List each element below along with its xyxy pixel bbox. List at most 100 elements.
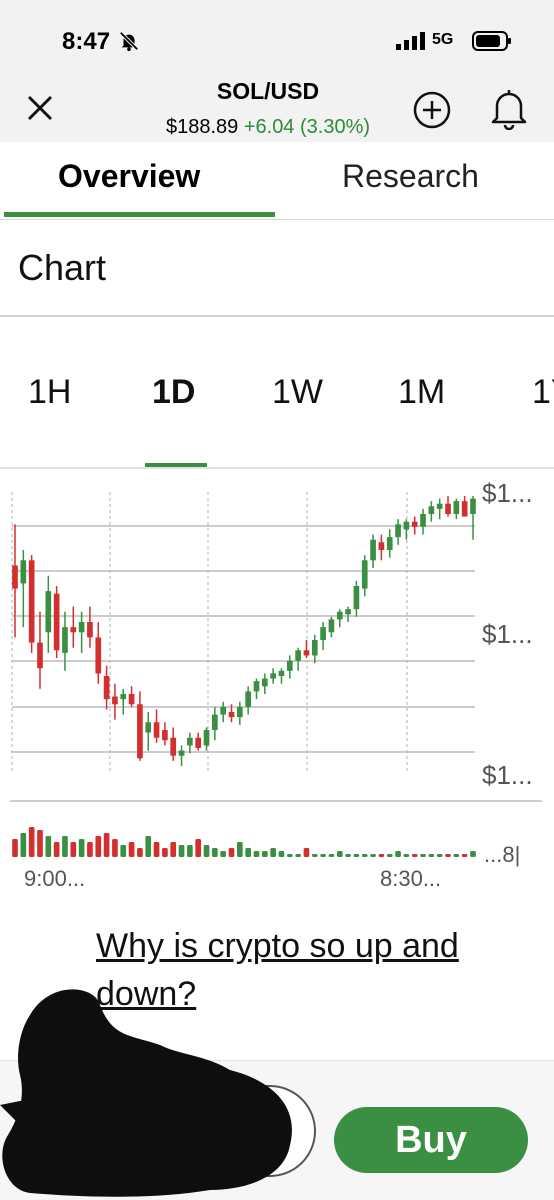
close-icon[interactable] <box>24 92 56 124</box>
candle-body <box>87 622 93 638</box>
volume-bar <box>270 848 276 857</box>
volume-bar <box>137 848 143 857</box>
candle-body <box>395 524 401 538</box>
volume-bar <box>320 854 326 857</box>
candle-body <box>311 640 318 656</box>
divider <box>0 315 554 317</box>
volume-bar <box>395 851 401 857</box>
candle-body <box>261 678 268 687</box>
volume-bar <box>145 836 152 857</box>
pair-title: SOL/USD <box>216 78 320 104</box>
candle-body <box>445 503 451 514</box>
candle-body <box>361 560 368 589</box>
crypto-volatility-link[interactable]: Why is crypto so up and down? <box>96 927 459 1013</box>
candle-body <box>37 642 43 669</box>
candle-body <box>145 722 152 733</box>
tab-research[interactable]: Research <box>342 158 479 194</box>
candle-body <box>411 521 418 527</box>
candle-body <box>78 622 85 633</box>
volume-bar <box>170 842 177 857</box>
volume-bars <box>12 827 476 857</box>
range-1y[interactable]: 1Y <box>532 373 554 411</box>
volume-bar <box>345 854 351 857</box>
candle-body <box>470 498 476 514</box>
price-change: +6.04 (3.30%) <box>243 116 371 138</box>
volume-bar <box>453 854 460 857</box>
volume-bar <box>203 845 210 857</box>
volume-bar <box>245 848 251 857</box>
candle-body <box>320 627 326 640</box>
y-tick-label: $1... <box>482 760 533 790</box>
tab-active-indicator <box>4 212 275 217</box>
candle-body <box>212 714 218 730</box>
buy-button[interactable]: Buy <box>334 1107 528 1173</box>
volume-bar <box>195 839 202 857</box>
candle-body <box>28 560 35 643</box>
range-1m[interactable]: 1M <box>398 373 446 411</box>
volume-bar <box>278 851 285 857</box>
candle-body <box>270 673 276 679</box>
volume-bar <box>436 854 443 857</box>
candle-body <box>20 560 27 584</box>
status-time: 8:47 <box>62 28 111 55</box>
volume-bar <box>37 830 43 857</box>
divider <box>0 467 554 469</box>
volume-bar <box>428 854 435 857</box>
bell-icon[interactable] <box>488 86 530 130</box>
candle-body <box>95 637 102 674</box>
volume-bar <box>420 854 426 857</box>
volume-bar <box>212 848 218 857</box>
candle-body <box>120 694 127 700</box>
volume-bar <box>303 848 310 857</box>
candle-body <box>153 722 160 738</box>
candle-body <box>295 650 301 661</box>
candle-body <box>386 537 393 550</box>
candle-body <box>353 586 360 610</box>
candle-body <box>303 650 310 656</box>
volume-bar <box>361 854 368 857</box>
add-to-watchlist-icon[interactable] <box>412 90 452 130</box>
candle-body <box>370 539 376 561</box>
candle-body <box>403 521 410 530</box>
candle-body <box>345 609 351 615</box>
candle-body <box>103 676 110 700</box>
candle-body <box>187 737 193 746</box>
volume-bar <box>403 854 410 857</box>
volume-bar <box>128 842 135 857</box>
candle-body <box>286 660 293 671</box>
candle-body <box>53 593 60 651</box>
candle-body <box>245 691 251 707</box>
signal-icon <box>396 32 425 50</box>
candle-body <box>178 750 185 756</box>
price-chart[interactable]: $1... $1... $1... ...8| 9:00... 8:30... <box>0 470 554 900</box>
range-1w[interactable]: 1W <box>272 373 323 411</box>
network-label: 5G <box>432 31 454 48</box>
candle-body <box>170 737 177 756</box>
y-tick-label: $1... <box>482 619 533 649</box>
candle-body <box>112 696 118 705</box>
candle-body <box>436 503 443 509</box>
volume-bar <box>378 854 385 857</box>
volume-bar <box>237 842 243 857</box>
volume-bar <box>386 854 393 857</box>
volume-bar <box>295 854 301 857</box>
tab-overview[interactable]: Overview <box>58 158 201 194</box>
volume-bar <box>62 836 68 857</box>
header: SOL/USD $188.89 +6.04 (3.30%) <box>0 70 554 142</box>
range-1h[interactable]: 1H <box>28 373 72 411</box>
volume-bar <box>311 854 318 857</box>
chart-grid <box>10 492 542 802</box>
y-tick-label: $1... <box>482 478 533 508</box>
volume-bar <box>411 854 418 857</box>
volume-bar <box>103 833 110 857</box>
range-1d[interactable]: 1D <box>152 373 196 411</box>
volume-bar <box>353 854 360 857</box>
range-active-indicator <box>145 463 207 468</box>
status-bar: 8:47 5G <box>0 0 554 70</box>
volume-bar <box>78 839 85 857</box>
candle-body <box>12 565 18 589</box>
candle-body <box>378 542 385 550</box>
candles <box>12 496 476 766</box>
x-tick-label: 8:30... <box>380 866 441 891</box>
volume-bar <box>286 854 293 857</box>
